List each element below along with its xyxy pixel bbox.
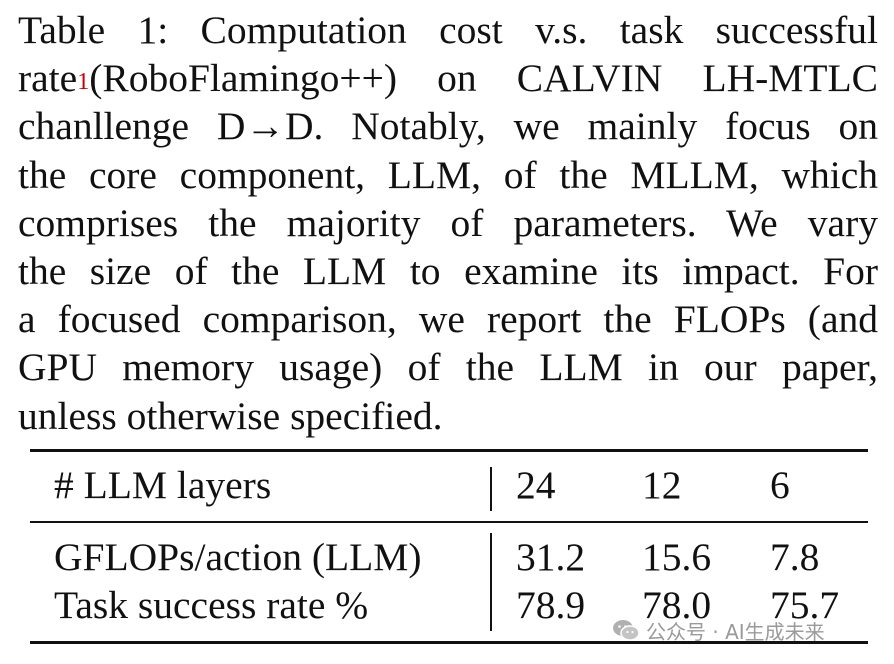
caption-line: GPU memory usage) of the LLM in our pape…: [18, 345, 878, 390]
table-caption: Table 1: Computation cost v.s. task succ…: [18, 6, 878, 440]
header-value: 24: [516, 463, 556, 507]
caption-line: the size of the LLM to examine its impac…: [18, 248, 878, 293]
table-cell: 7.8: [770, 535, 820, 579]
row-label-gflops: GFLOPs/action (LLM): [54, 535, 422, 579]
caption-line: a focused comparison, we report the FLOP…: [18, 297, 878, 342]
header-value: 6: [770, 463, 790, 507]
caption-line: unless otherwise specified.: [18, 393, 443, 438]
table-bottom-rule: [30, 641, 868, 644]
caption-line-rest: (RoboFlamingo++) on CALVIN LH-MTLC: [89, 56, 878, 101]
header-value: 12: [642, 463, 682, 507]
caption-rate-word: rate: [18, 56, 78, 101]
caption-line: Table 1: Computation cost v.s. task succ…: [18, 8, 878, 52]
caption-line: chanllenge D→D. Notably, we mainly focus…: [18, 104, 878, 149]
footnote-mark[interactable]: 1: [77, 69, 90, 96]
caption-line: comprises the majority of parameters. We…: [18, 200, 878, 245]
watermark: 公众号 · AI生成未来: [612, 614, 825, 646]
caption-line: rate1(RoboFlamingo++) on CALVIN LH-MTLC: [18, 54, 878, 102]
caption-line: the core component, LLM, of the MLLM, wh…: [18, 152, 878, 197]
table-cell: 75.7: [770, 583, 840, 627]
table-cell: 78.0: [642, 583, 712, 627]
results-table: # LLM layers 24 12 6 GFLOPs/action (LLM)…: [30, 449, 868, 645]
table-mid-rule: [30, 521, 868, 523]
watermark-text: 公众号 · AI生成未来: [646, 619, 825, 644]
table-cell: 31.2: [516, 535, 586, 579]
table-column-separator: [490, 533, 492, 631]
table-column-separator: [490, 467, 492, 511]
wechat-icon: [613, 620, 640, 641]
table-cell: 15.6: [642, 535, 712, 579]
row-label-success-rate: Task success rate %: [54, 583, 369, 627]
table-cell: 78.9: [516, 583, 586, 627]
table-top-rule: [30, 449, 868, 452]
header-label: # LLM layers: [54, 463, 272, 507]
